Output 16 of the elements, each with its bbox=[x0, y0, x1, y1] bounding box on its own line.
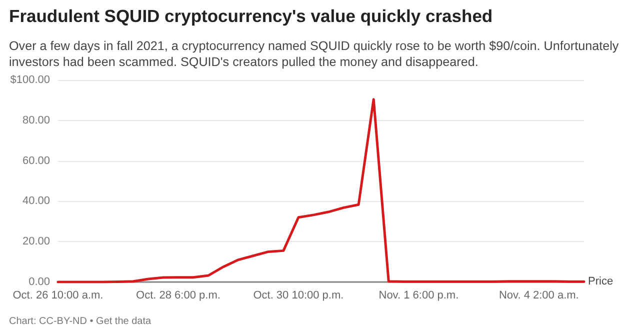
y-tick-label: 20.00 bbox=[22, 236, 50, 248]
chart-subtitle: Over a few days in fall 2021, a cryptocurrency named SQUID quickly rose to be worth $90/coin. Unfortunately investors had been scammed. SQUID's creators pulled the money and disappeared. bbox=[9, 38, 619, 70]
x-tick-label: Nov. 4 2:00 a.m. bbox=[498, 290, 579, 302]
text: Chart: CC-BY-ND • Get the data bbox=[9, 316, 152, 327]
chart-title: Fraudulent SQUID cryptocurrency's value quickly crashed bbox=[9, 6, 493, 27]
x-tick-label: Oct. 30 10:00 p.m. bbox=[253, 290, 344, 302]
y-tick-label: 60.00 bbox=[22, 154, 50, 167]
x-tick-label: Nov. 1 6:00 p.m. bbox=[378, 290, 459, 302]
y-tick-label: $100.00 bbox=[10, 74, 50, 86]
x-tick-label: Oct. 28 6:00 p.m. bbox=[136, 290, 220, 302]
series-label: Price bbox=[588, 276, 614, 288]
y-tick-label: 80.00 bbox=[22, 114, 50, 126]
line-series bbox=[56, 98, 586, 284]
y-tick-label: 0.00 bbox=[28, 276, 50, 288]
y-tick-label: 40.00 bbox=[22, 195, 50, 208]
x-tick-label: Oct. 26 10:00 a.m. bbox=[12, 290, 104, 302]
